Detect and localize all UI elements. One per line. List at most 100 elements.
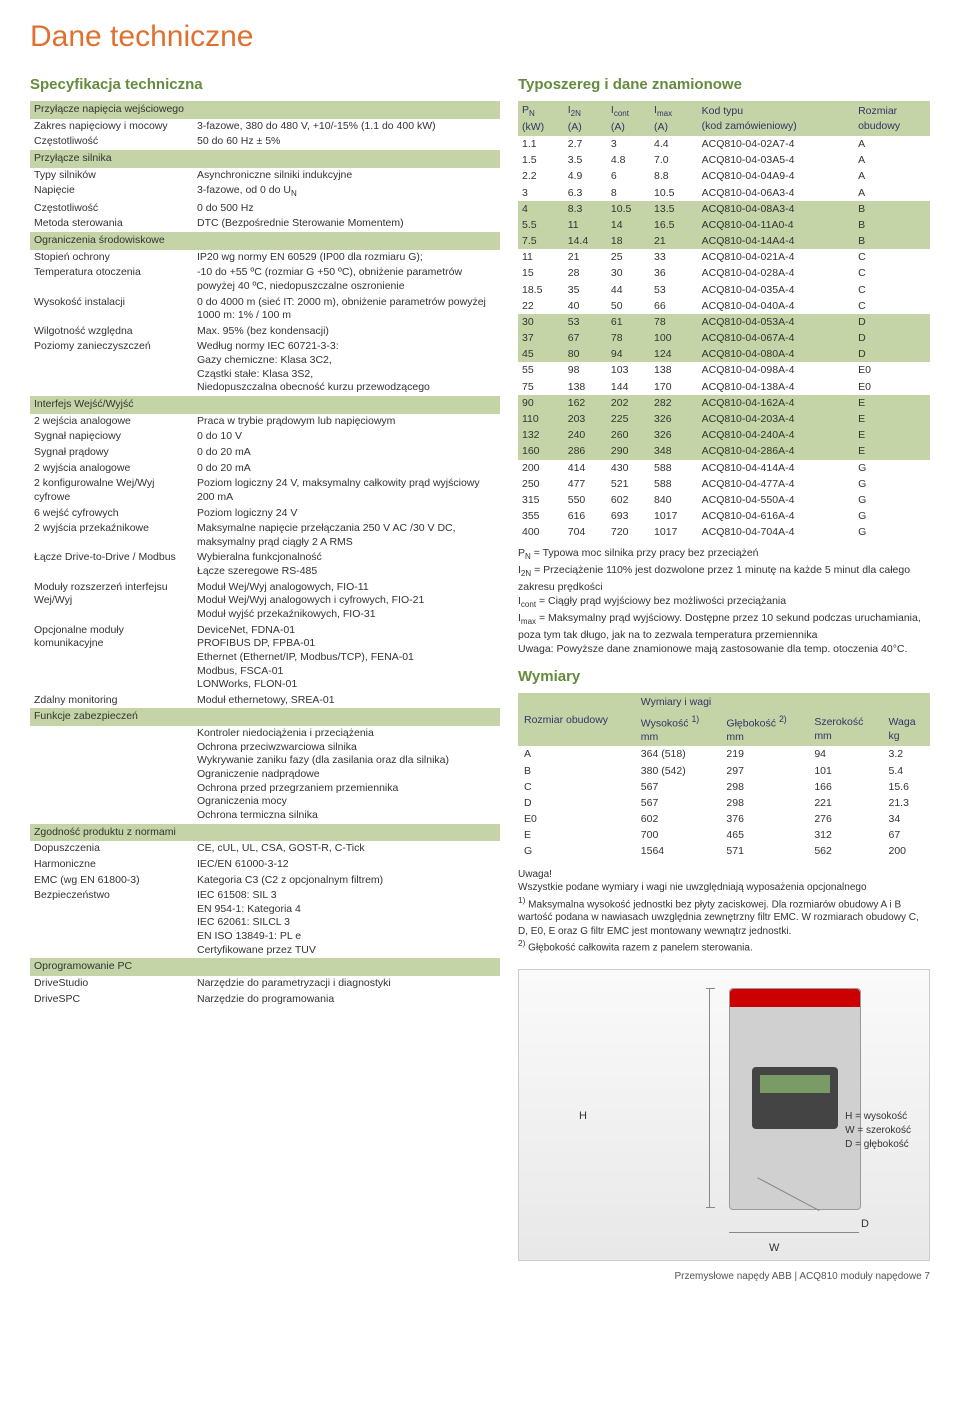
drive-icon — [729, 988, 861, 1210]
table-row: G1564571562200 — [518, 843, 930, 859]
col-header: Rozmiarobudowy — [854, 101, 930, 136]
spec-key: Zakres napięciowy i mocowy — [30, 119, 193, 135]
spec-val: 0 do 20 mA — [193, 461, 500, 477]
spec-val: 0 do 500 Hz — [193, 201, 500, 217]
spec-key: DriveStudio — [30, 976, 193, 992]
spec-key: Sygnał prądowy — [30, 445, 193, 461]
table-row: E060237627634 — [518, 811, 930, 827]
spec-key: Częstotliwość — [30, 134, 193, 150]
spec-val: Asynchroniczne silniki indukcyjne — [193, 168, 500, 184]
table-row: 18.5354453ACQ810-04-035A-4C — [518, 282, 930, 298]
table-row: 110203225326ACQ810-04-203A-4E — [518, 411, 930, 427]
spec-val: IEC/EN 61000-3-12 — [193, 857, 500, 873]
spec-key: Typy silników — [30, 168, 193, 184]
spec-val: 50 do 60 Hz ± 5% — [193, 134, 500, 150]
table-row: 4007047201017ACQ810-04-704A-4G — [518, 524, 930, 540]
dim-label-d: D — [861, 1218, 869, 1230]
spec-section: Oprogramowanie PC — [30, 958, 500, 976]
col-header: PN(kW) — [518, 101, 564, 136]
spec-key: Napięcie — [30, 183, 193, 200]
col-header: Szerokośćmm — [808, 712, 882, 747]
spec-heading: Specyfikacja techniczna — [30, 76, 500, 93]
spec-key: Metoda sterowania — [30, 216, 193, 232]
spec-section: Zgodność produktu z normami — [30, 824, 500, 842]
spec-val: 3-fazowe, od 0 do UN — [193, 183, 500, 200]
table-row: 90162202282ACQ810-04-162A-4E — [518, 395, 930, 411]
table-row: B380 (542)2971015.4 — [518, 763, 930, 779]
spec-val: IEC 61508: SIL 3EN 954-1: Kategoria 4IEC… — [193, 888, 500, 958]
table-row: E70046531267 — [518, 827, 930, 843]
table-row: 1.53.54.87.0ACQ810-04-03A5-4A — [518, 152, 930, 168]
spec-val: -10 do +55 ºC (rozmiar G +50 ºC), obniże… — [193, 265, 500, 294]
spec-key: Opcjonalne moduły komunikacyjne — [30, 623, 193, 693]
col-header: Wysokość 1)mm — [635, 712, 721, 747]
product-figure: H W D H = wysokośćW = szerokośćD = głębo… — [518, 969, 930, 1261]
table-row: A364 (518)219943.2 — [518, 746, 930, 762]
col-header: I2N(A) — [564, 101, 607, 136]
table-row: 315550602840ACQ810-04-550A-4G — [518, 492, 930, 508]
page-footer: Przemysłowe napędy ABB | ACQ810 moduły n… — [30, 1271, 930, 1282]
spec-key: Bezpieczeństwo — [30, 888, 193, 958]
table-row: D56729822121.3 — [518, 795, 930, 811]
spec-table: Przyłącze napięcia wejściowegoZakres nap… — [30, 101, 500, 1007]
table-row: 30536178ACQ810-04-053A-4D — [518, 314, 930, 330]
spec-key: Temperatura otoczenia — [30, 265, 193, 294]
spec-key: Stopień ochrony — [30, 250, 193, 266]
spec-val: Kategoria C3 (C2 z opcjonalnym filtrem) — [193, 873, 500, 889]
spec-key: EMC (wg EN 61800-3) — [30, 873, 193, 889]
table-row: 376778100ACQ810-04-067A-4D — [518, 330, 930, 346]
spec-val: 0 do 20 mA — [193, 445, 500, 461]
table-row: 11212533ACQ810-04-021A-4C — [518, 249, 930, 265]
spec-section: Przyłącze silnika — [30, 150, 500, 168]
spec-key: 2 wyjścia przekaźnikowe — [30, 521, 193, 550]
spec-key: Moduły rozszerzeń interfejsu Wej/Wyj — [30, 580, 193, 623]
spec-key: Harmoniczne — [30, 857, 193, 873]
col-header: Imax(A) — [650, 101, 698, 136]
ratings-legend: PN = Typowa moc silnika przy pracy bez p… — [518, 546, 930, 656]
table-row: 36.3810.5ACQ810-04-06A3-4A — [518, 185, 930, 201]
spec-val: DTC (Bezpośrednie Sterowanie Momentem) — [193, 216, 500, 232]
dim-legend: H = wysokośćW = szerokośćD = głębokość — [845, 1110, 911, 1152]
spec-val: 0 do 4000 m (sieć IT: 2000 m), obniżenie… — [193, 295, 500, 324]
spec-val: IP20 wg normy EN 60529 (IP00 dla rozmiar… — [193, 250, 500, 266]
spec-key: Częstotliwość — [30, 201, 193, 217]
spec-val: Poziom logiczny 24 V — [193, 506, 500, 522]
table-row: C56729816615.6 — [518, 779, 930, 795]
dims-table: Rozmiar obudowyWymiary i wagi Wysokość 1… — [518, 693, 930, 859]
spec-val: Max. 95% (bez kondensacji) — [193, 324, 500, 340]
spec-key: Poziomy zanieczyszczeń — [30, 339, 193, 396]
table-row: 75138144170ACQ810-04-138A-4E0 — [518, 379, 930, 395]
spec-key: Zdalny monitoring — [30, 693, 193, 709]
spec-section: Przyłącze napięcia wejściowego — [30, 101, 500, 119]
table-row: 2.24.968.8ACQ810-04-04A9-4A — [518, 168, 930, 184]
table-row: 160286290348ACQ810-04-286A-4E — [518, 443, 930, 459]
spec-val: Kontroler niedociążenia i przeciążeniaOc… — [193, 726, 500, 823]
spec-section: Interfejs Wejść/Wyjść — [30, 396, 500, 414]
table-row: 1.12.734.4ACQ810-04-02A7-4A — [518, 136, 930, 152]
spec-val: Narzędzie do parametryzacji i diagnostyk… — [193, 976, 500, 992]
table-row: 250477521588ACQ810-04-477A-4G — [518, 476, 930, 492]
table-row: 5.5111416.5ACQ810-04-11A0-4B — [518, 217, 930, 233]
spec-key — [30, 726, 193, 823]
spec-section: Ograniczenia środowiskowe — [30, 232, 500, 250]
table-row: 200414430588ACQ810-04-414A-4G — [518, 460, 930, 476]
spec-key: Łącze Drive-to-Drive / Modbus — [30, 550, 193, 579]
spec-key: 2 wejścia analogowe — [30, 414, 193, 430]
spec-val: DeviceNet, FDNA-01PROFIBUS DP, FPBA-01Et… — [193, 623, 500, 693]
table-row: 22405066ACQ810-04-040A-4C — [518, 298, 930, 314]
spec-key: Sygnał napięciowy — [30, 429, 193, 445]
dims-heading: Wymiary — [518, 668, 930, 685]
dim-label-w: W — [769, 1242, 779, 1254]
col-header: Icont(A) — [607, 101, 650, 136]
spec-key: 2 konfigurowalne Wej/Wyj cyfrowe — [30, 476, 193, 505]
spec-val: Moduł ethernetowy, SREA-01 — [193, 693, 500, 709]
spec-key: DriveSPC — [30, 992, 193, 1008]
spec-key: 6 wejść cyfrowych — [30, 506, 193, 522]
spec-val: CE, cUL, UL, CSA, GOST-R, C-Tick — [193, 841, 500, 857]
spec-val: Poziom logiczny 24 V, maksymalny całkowi… — [193, 476, 500, 505]
spec-val: Według normy IEC 60721-3-3:Gazy chemiczn… — [193, 339, 500, 396]
spec-val: 0 do 10 V — [193, 429, 500, 445]
spec-val: Narzędzie do programowania — [193, 992, 500, 1008]
table-row: 3556166931017ACQ810-04-616A-4G — [518, 508, 930, 524]
dim-label-h: H — [579, 1110, 587, 1122]
